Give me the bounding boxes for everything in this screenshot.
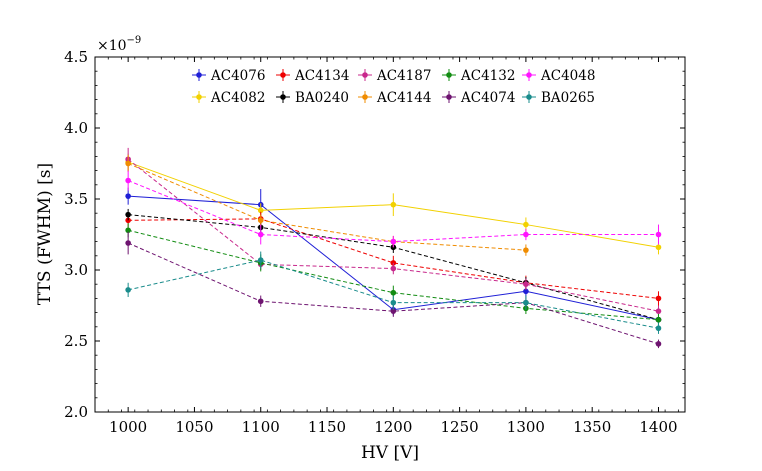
legend-marker-ac4074 xyxy=(446,94,452,100)
x-tick-label: 1200 xyxy=(374,418,412,436)
series-line-ac4074 xyxy=(127,242,659,345)
legend-label-ac4076: AC4076 xyxy=(210,68,265,84)
plot-frame xyxy=(94,56,686,413)
data-point-ba0240 xyxy=(125,211,131,218)
series-line-ac4144 xyxy=(127,163,526,251)
x-tick-label: 1000 xyxy=(109,418,147,436)
data-point-ac4082 xyxy=(523,221,529,228)
series-line-ac4132 xyxy=(128,229,659,321)
data-point-ac4048 xyxy=(523,231,529,238)
data-point-ac4144 xyxy=(125,160,131,167)
y-tick-label: 4.5 xyxy=(64,48,88,66)
data-point-ac4082 xyxy=(390,201,397,208)
legend-label-ac4074: AC4074 xyxy=(460,90,515,106)
legend-marker-ba0240 xyxy=(280,94,286,100)
data-point-ac4132 xyxy=(655,316,662,323)
x-tick-label: 1100 xyxy=(242,418,280,436)
x-tick-label: 1300 xyxy=(507,418,545,436)
legend-label-ac4187: AC4187 xyxy=(376,68,431,84)
x-tick-label: 1050 xyxy=(175,418,213,436)
data-point-ba0265 xyxy=(655,325,662,332)
y-axis-label: TTS (FWHM) [s] xyxy=(35,163,55,305)
data-point-ac4187 xyxy=(523,281,529,288)
legend-marker-ac4187 xyxy=(362,72,368,78)
y-axis-multiplier: ×10−9 xyxy=(97,35,141,54)
legend-label-ac4082: AC4082 xyxy=(210,90,265,106)
data-point-ac4076 xyxy=(523,288,529,295)
legend-marker-ac4134 xyxy=(280,72,286,78)
data-point-ac4048 xyxy=(125,177,131,184)
data-point-ac4048 xyxy=(655,231,662,238)
data-point-ac4144 xyxy=(257,217,264,224)
data-point-ac4048 xyxy=(257,231,264,238)
y-tick-label: 2.0 xyxy=(64,403,88,421)
legend-label-ac4144: AC4144 xyxy=(376,90,431,106)
legend-marker-ac4082 xyxy=(196,94,202,100)
data-point-ba0265 xyxy=(125,287,131,293)
legend-marker-ac4048 xyxy=(526,72,532,78)
legend-marker-ac4144 xyxy=(362,94,368,100)
data-point-ac4187 xyxy=(655,308,662,314)
legend-marker-ba0265 xyxy=(526,94,532,100)
y-tick-label: 2.5 xyxy=(64,332,88,350)
data-point-ac4074 xyxy=(655,341,662,347)
data-point-ac4074 xyxy=(125,240,131,246)
legend-label-ac4132: AC4132 xyxy=(460,68,515,84)
legend-label-ba0240: BA0240 xyxy=(295,90,349,106)
y-tick-label: 3.5 xyxy=(64,190,88,208)
data-point-ac4132 xyxy=(390,289,397,296)
x-tick-label: 1250 xyxy=(441,418,479,436)
legend-label-ac4134: AC4134 xyxy=(294,68,349,84)
data-point-ac4134 xyxy=(655,295,662,302)
x-tick-label: 1350 xyxy=(573,418,611,436)
y-tick-label: 4.0 xyxy=(64,119,88,137)
x-axis-label: HV [V] xyxy=(361,443,419,463)
data-point-ac4074 xyxy=(257,298,264,305)
legend-label-ba0265: BA0265 xyxy=(541,90,595,106)
data-point-ba0265 xyxy=(257,257,264,263)
data-point-ac4132 xyxy=(125,227,131,234)
data-point-ac4074 xyxy=(390,308,397,314)
data-point-ac4076 xyxy=(125,193,131,199)
data-point-ac4144 xyxy=(523,247,529,253)
legend-marker-ac4076 xyxy=(196,72,202,78)
data-point-ac4082 xyxy=(257,207,264,214)
data-point-ac4082 xyxy=(655,244,662,251)
data-point-ac4187 xyxy=(390,265,397,272)
data-point-ba0265 xyxy=(523,299,529,306)
legend-marker-ac4132 xyxy=(446,72,452,78)
series-line-ac4134 xyxy=(128,218,659,299)
legend: AC4076 AC4082 AC4134 BA0240 AC4187 AC4144 AC41… xyxy=(192,68,595,106)
y-tick-label: 3.0 xyxy=(64,261,88,279)
plot-area xyxy=(125,147,662,349)
legend-label-ac4048: AC4048 xyxy=(540,68,595,84)
axes: 1000 1050 1100 1150 1200 1250 1300 1350 1400 2.0 2… xyxy=(64,48,685,436)
x-tick-label: 1400 xyxy=(639,418,677,436)
data-point-ba0265 xyxy=(390,299,397,306)
data-point-ac4048 xyxy=(390,238,397,245)
x-tick-label: 1150 xyxy=(308,418,346,436)
